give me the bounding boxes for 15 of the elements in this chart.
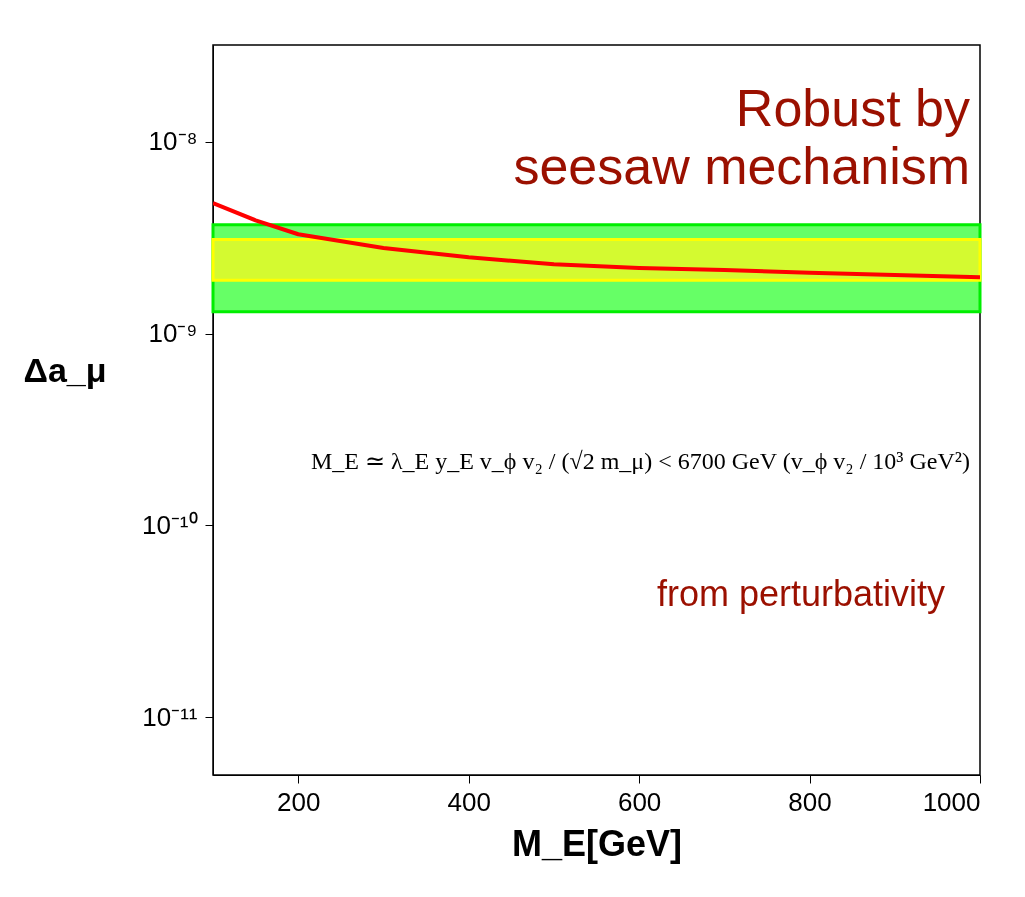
x-tick-label: 800: [788, 786, 832, 817]
y-axis-title: Δa_μ: [23, 350, 107, 389]
x-tick-label: 600: [617, 786, 662, 817]
annotation: Robust by seesaw mechanism: [513, 79, 970, 195]
x-tick-label: 400: [447, 786, 491, 817]
y-tick-label: 10⁻⁹: [148, 318, 198, 349]
line-series: [213, 201, 980, 280]
y-tick-label: 10⁻¹¹: [142, 701, 198, 732]
y-tick-label: 10⁻¹⁰: [141, 509, 198, 540]
annotation: M_E ≃ λ_E y_E v_ϕ v₂ / (√2 m_μ) < 6700 GeV (v_ϕ v₂ / 10³ GeV²): [310, 448, 970, 475]
x-tick-label: 1000: [922, 786, 981, 817]
annotation: from perturbativity: [656, 572, 945, 614]
y-tick-label: 10⁻⁸: [148, 126, 198, 157]
x-axis-title: M_E[GeV]: [511, 822, 683, 864]
x-tick-label: 200: [277, 786, 321, 817]
